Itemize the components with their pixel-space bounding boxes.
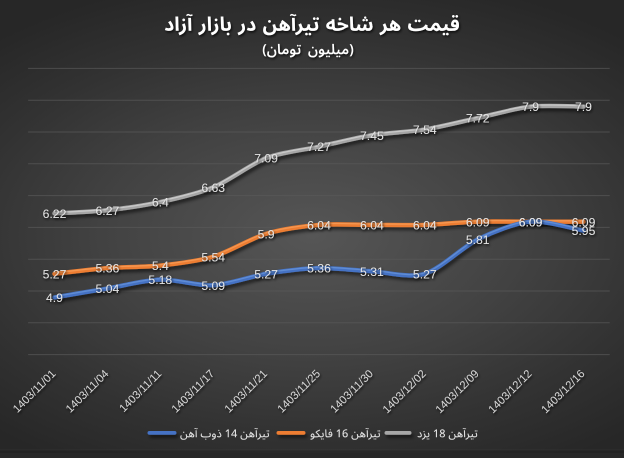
svg-text:5.95: 5.95 [572,224,596,238]
svg-text:6.22: 6.22 [43,207,67,221]
svg-text:7.9: 7.9 [522,100,539,114]
svg-text:6.09: 6.09 [519,215,543,229]
svg-text:6.4: 6.4 [152,196,169,210]
svg-text:6.09: 6.09 [519,215,543,229]
svg-text:7.54: 7.54 [413,123,437,137]
svg-text:7.9: 7.9 [575,100,592,114]
svg-text:6.27: 6.27 [96,204,120,218]
svg-text:4.9: 4.9 [46,291,63,305]
svg-text:5.81: 5.81 [466,233,490,247]
svg-text:5.09: 5.09 [201,279,225,293]
svg-text:5.9: 5.9 [258,227,275,241]
svg-text:7.09: 7.09 [254,152,278,166]
svg-text:5.31: 5.31 [360,265,384,279]
svg-text:6.04: 6.04 [307,219,331,233]
svg-text:5.27: 5.27 [254,267,278,281]
svg-text:7.72: 7.72 [466,112,490,126]
svg-text:6.63: 6.63 [201,181,225,195]
svg-text:5.27: 5.27 [43,267,67,281]
svg-text:6.09: 6.09 [466,215,490,229]
svg-text:7.45: 7.45 [360,129,384,143]
svg-text:5.54: 5.54 [201,250,225,264]
svg-text:5.18: 5.18 [148,273,172,287]
svg-text:6.09: 6.09 [572,215,596,229]
svg-text:6.04: 6.04 [360,219,384,233]
svg-text:7.27: 7.27 [307,140,331,154]
svg-text:5.36: 5.36 [96,262,120,276]
svg-text:5.4: 5.4 [152,259,169,273]
svg-text:5.27: 5.27 [413,267,437,281]
svg-text:5.04: 5.04 [96,282,120,296]
svg-text:6.04: 6.04 [413,219,437,233]
svg-text:5.36: 5.36 [307,262,331,276]
